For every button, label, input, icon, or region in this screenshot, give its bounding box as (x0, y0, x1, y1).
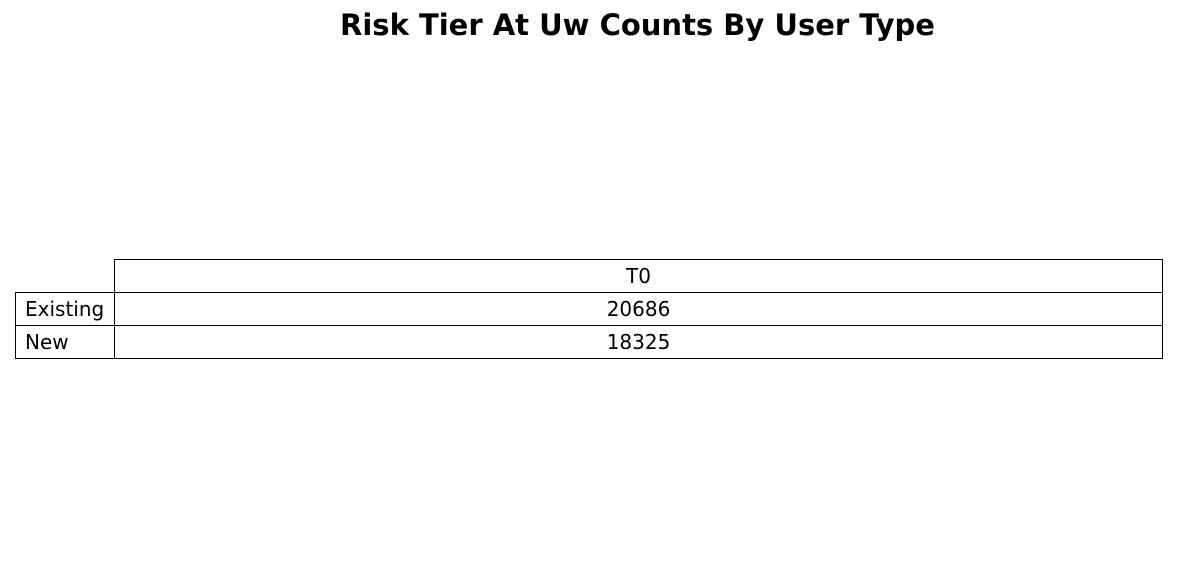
table-corner-cell (16, 260, 115, 293)
table-cell-new-t0: 18325 (114, 325, 1163, 359)
table-row: Existing 20686 (15, 292, 1163, 326)
data-table-container: T0 Existing 20686 New 18325 (15, 259, 1163, 359)
table-cell-existing-t0: 20686 (114, 292, 1163, 326)
data-table: T0 Existing 20686 New 18325 (15, 259, 1163, 359)
column-header-t0: T0 (114, 259, 1163, 293)
row-label-new: New (15, 325, 115, 359)
table-row: New 18325 (15, 325, 1163, 359)
row-label-existing: Existing (15, 292, 115, 326)
chart-title: Risk Tier At Uw Counts By User Type (340, 8, 935, 42)
table-header-row: T0 (16, 259, 1163, 293)
